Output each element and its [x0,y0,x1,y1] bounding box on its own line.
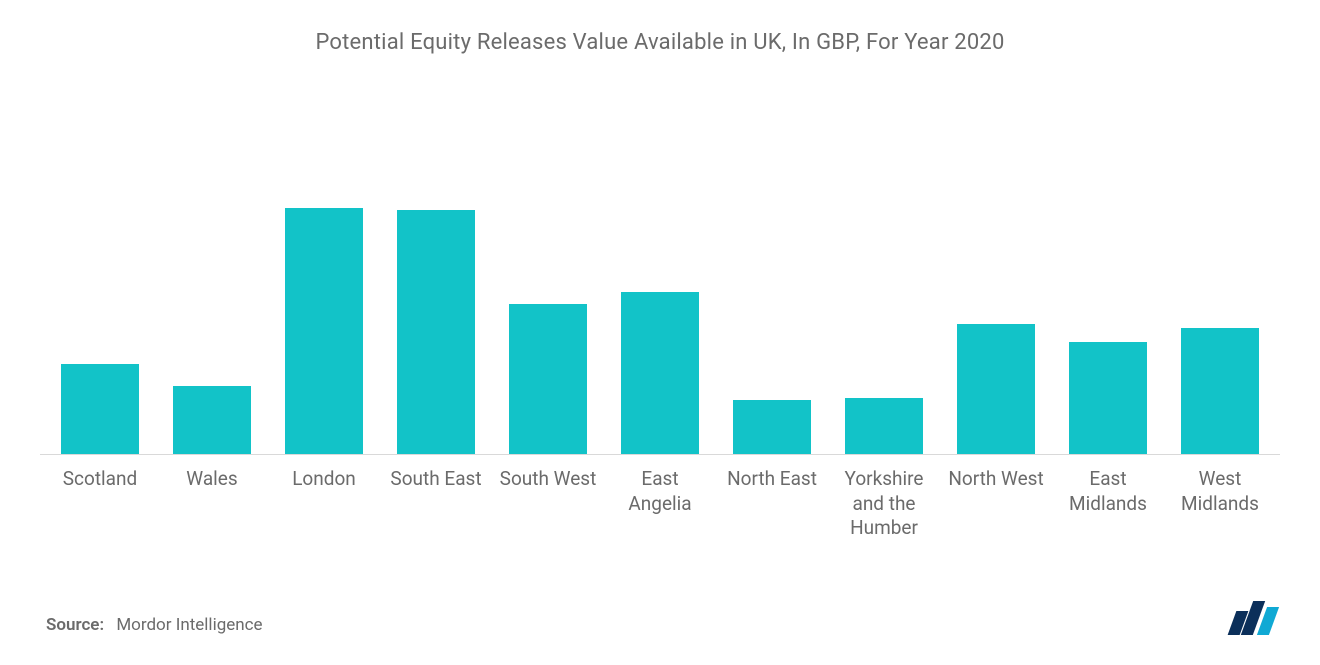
x-axis-label: South West [498,467,598,541]
bar [61,364,139,454]
bar-slot [386,115,486,454]
chart-footer: Source: Mordor Intelligence [40,601,1280,635]
source-value: Mordor Intelligence [116,615,262,635]
bar-slot [722,115,822,454]
x-axis-label: Wales [162,467,262,541]
bar-slot [274,115,374,454]
chart-title: Potential Equity Releases Value Availabl… [40,30,1280,55]
bar [733,400,811,454]
bar [957,324,1035,454]
bar-slot [834,115,934,454]
bar [397,210,475,454]
bar [621,292,699,454]
bar [1069,342,1147,454]
bar-slot [1170,115,1270,454]
bar [173,386,251,454]
bar-slot [946,115,1046,454]
x-axis-label: Scotland [50,467,150,541]
bar-slot [498,115,598,454]
source-attribution: Source: Mordor Intelligence [46,615,263,635]
x-axis-label: East Angelia [610,467,710,541]
x-axis-label: Yorkshire and the Humber [834,467,934,541]
bar-slot [1058,115,1158,454]
bar-slot [50,115,150,454]
brand-logo-icon [1232,601,1274,635]
chart-container: Potential Equity Releases Value Availabl… [0,0,1320,665]
source-label: Source: [46,615,104,635]
bar [845,398,923,454]
x-axis-label: North East [722,467,822,541]
plot-area [40,115,1280,455]
bar-slot [162,115,262,454]
x-axis-label: West Midlands [1170,467,1270,541]
bar [509,304,587,454]
x-axis-label: East Midlands [1058,467,1158,541]
x-axis-label: North West [946,467,1046,541]
x-axis-labels: ScotlandWalesLondonSouth EastSouth WestE… [40,455,1280,541]
bar [285,208,363,454]
x-axis-label: South East [386,467,486,541]
x-axis-label: London [274,467,374,541]
bar [1181,328,1259,454]
bar-slot [610,115,710,454]
